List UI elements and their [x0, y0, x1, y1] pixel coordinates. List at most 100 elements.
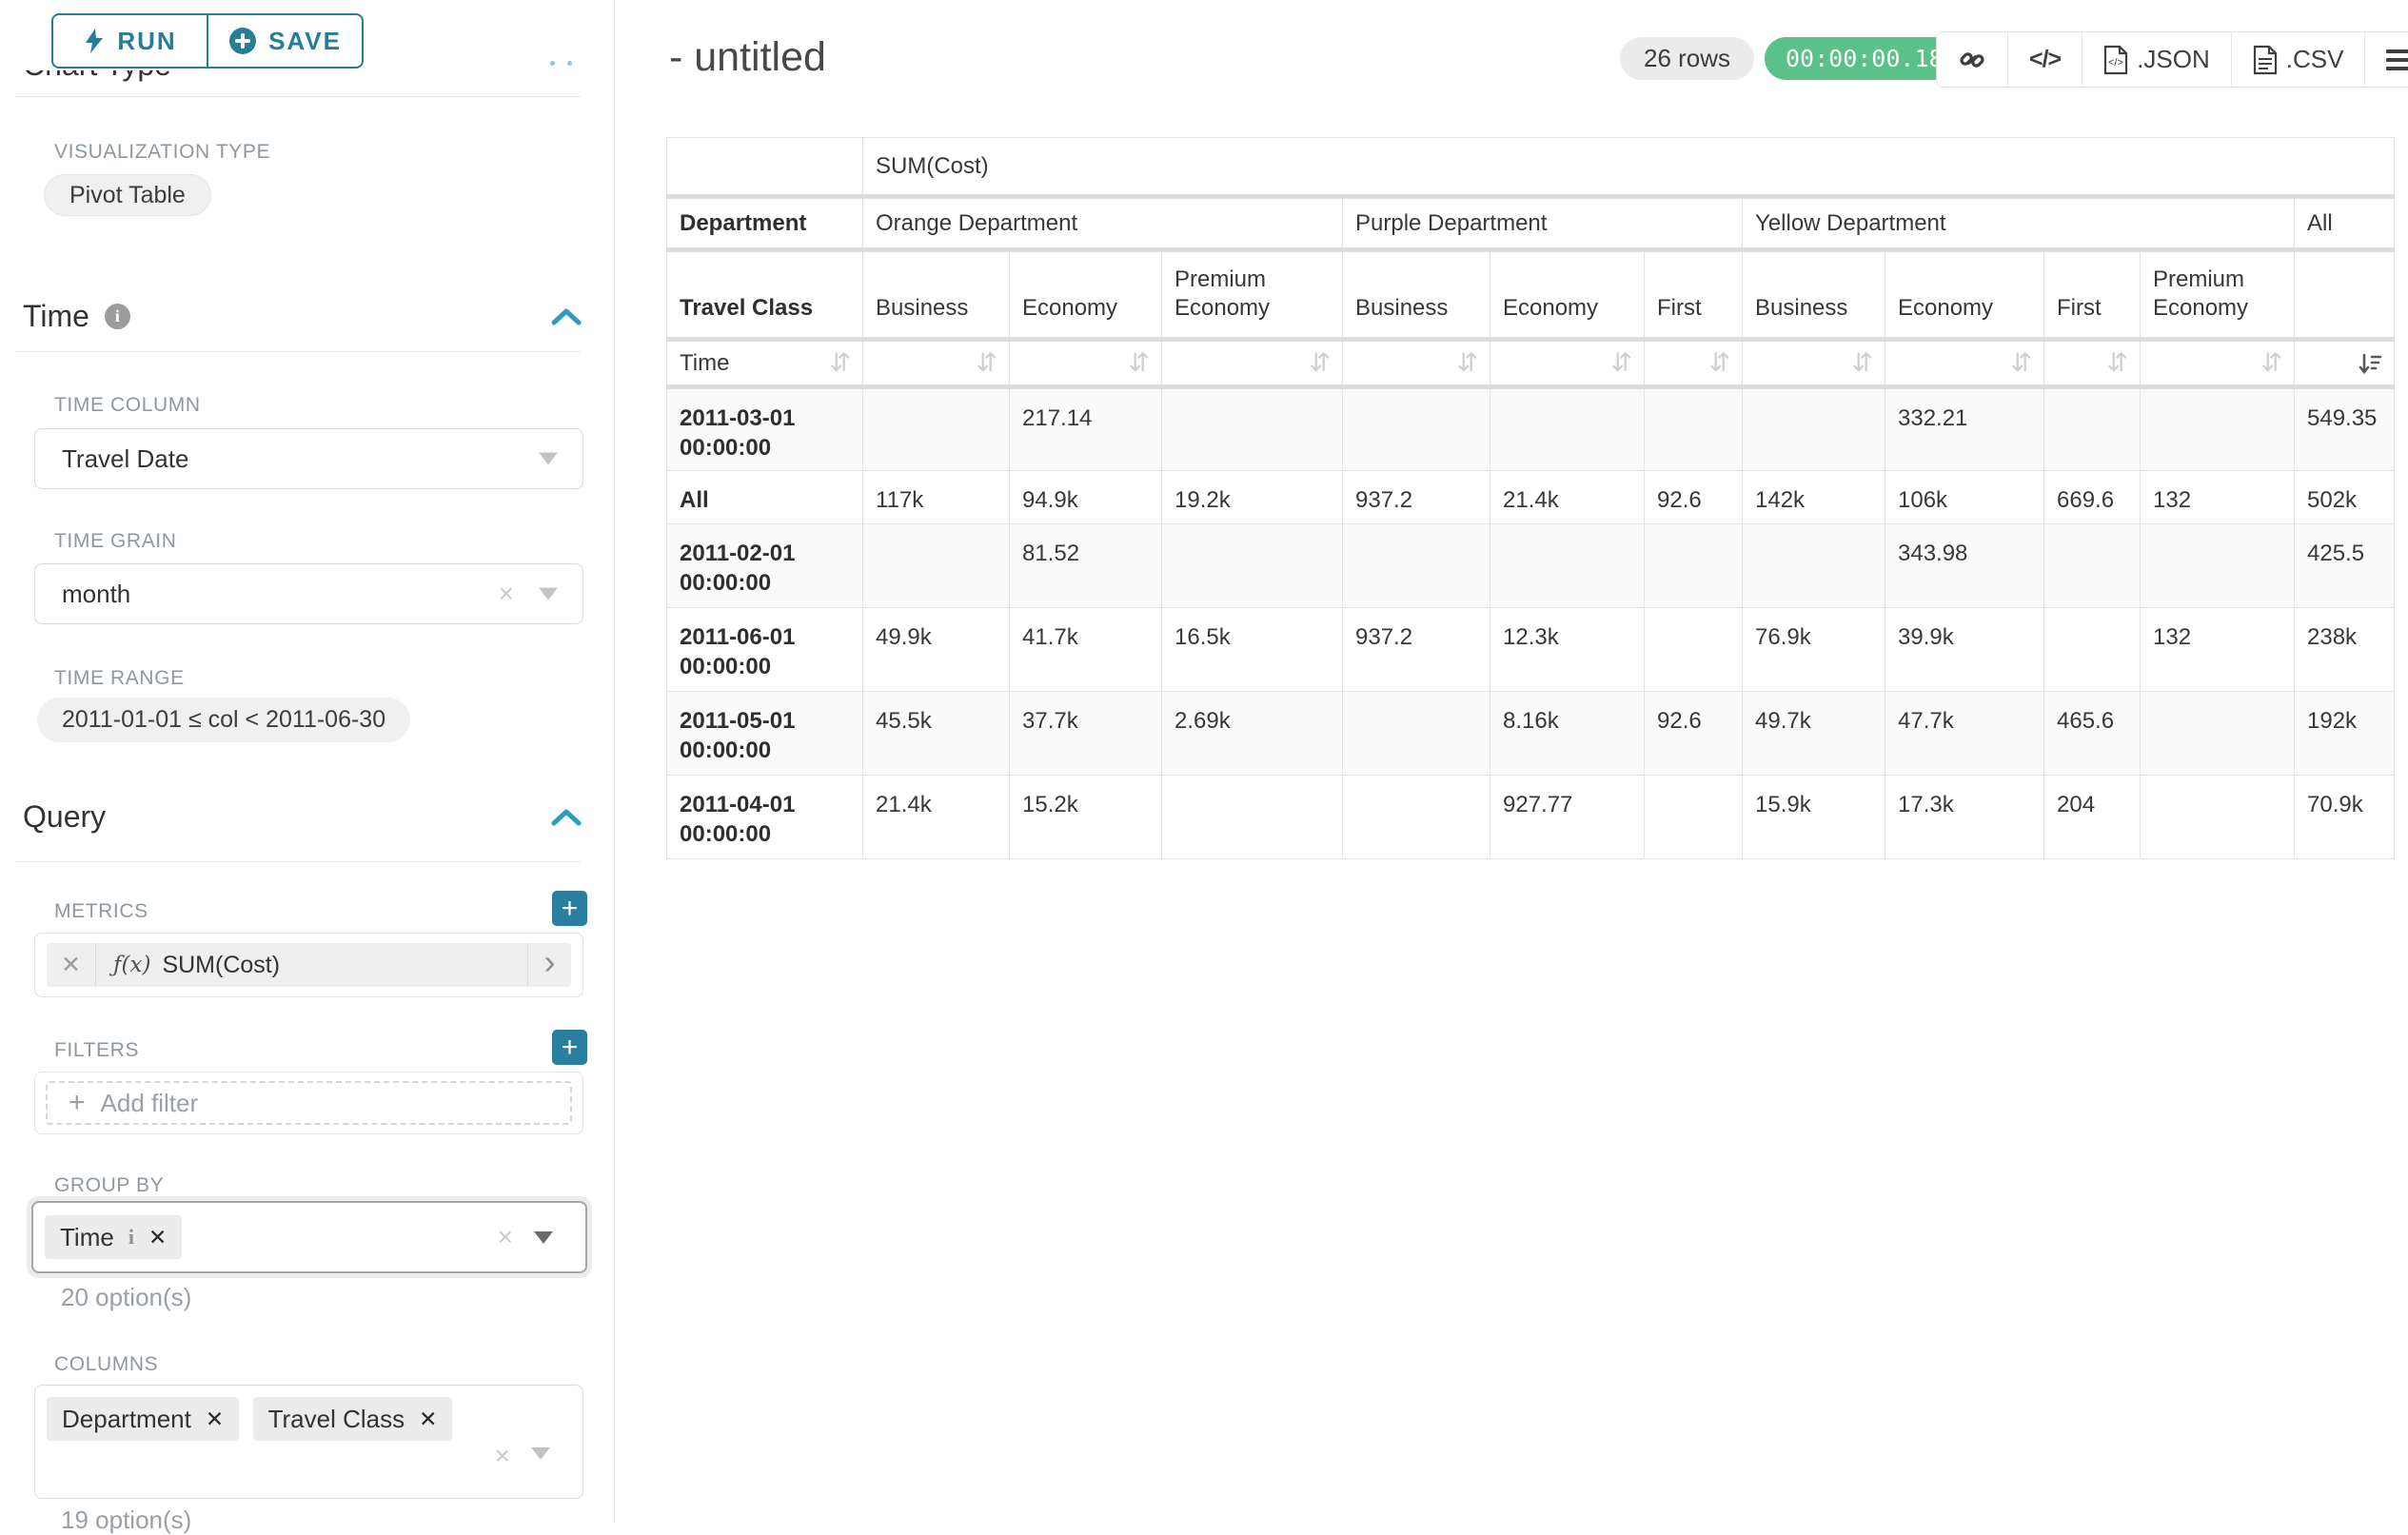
metric-chip[interactable]: ✕ ƒ(x) SUM(Cost) › — [47, 943, 571, 987]
pivot-cell — [2141, 524, 2295, 608]
pivot-cell — [1343, 524, 1490, 608]
sort-icon[interactable]: ⇵ — [976, 348, 997, 378]
columns-chip-travel-class[interactable]: Travel Class ✕ — [253, 1397, 453, 1441]
pivot-cell — [1645, 387, 1743, 471]
sort-header[interactable]: ⇵ — [1885, 340, 2044, 387]
divider — [15, 351, 581, 352]
row-count-label: 26 rows — [1644, 44, 1730, 73]
metric-header-cell: SUM(Cost) — [863, 138, 2395, 197]
sort-header[interactable]: ⇵ — [1162, 340, 1343, 387]
sort-header[interactable]: ⇵ — [1645, 340, 1743, 387]
viz-type-pill[interactable]: Pivot Table — [44, 174, 211, 216]
pivot-cell: 425.5 — [2295, 524, 2395, 608]
sort-icon[interactable]: ⇵ — [1851, 348, 1873, 378]
export-json-button[interactable]: </> .JSON — [2082, 32, 2231, 87]
col-header: Business — [1343, 250, 1490, 340]
hamburger-menu-icon — [2386, 49, 2408, 70]
remove-metric-icon[interactable]: ✕ — [47, 943, 96, 987]
remove-chip-icon[interactable]: ✕ — [206, 1407, 224, 1432]
pivot-cell — [1343, 387, 1490, 471]
time-grain-select[interactable]: month × — [34, 563, 583, 624]
department-header-row: Department Orange Department Purple Depa… — [667, 197, 2395, 250]
columns-chip-department[interactable]: Department ✕ — [47, 1397, 239, 1441]
pivot-cell — [1343, 776, 1490, 859]
sort-icon[interactable]: ⇵ — [1456, 348, 1478, 378]
sort-icon[interactable]: ⇵ — [1610, 348, 1632, 378]
collapse-chevron-up-icon[interactable] — [550, 807, 582, 828]
collapse-chevron-up-icon[interactable] — [550, 306, 582, 327]
sort-header[interactable]: ⇵ — [1010, 340, 1162, 387]
add-filter-dropzone[interactable]: + Add filter — [46, 1081, 572, 1125]
chart-title[interactable]: - untitled — [669, 34, 826, 81]
clear-icon[interactable]: × — [499, 579, 514, 609]
sort-header[interactable]: ⇵ — [863, 340, 1010, 387]
sort-header[interactable]: ⇵ — [1490, 340, 1645, 387]
pivot-row-label: 2011-03-01 00:00:00 — [667, 387, 863, 471]
pivot-cell — [2141, 776, 2295, 859]
col-header: Economy — [1490, 250, 1645, 340]
export-csv-button[interactable]: .CSV — [2231, 32, 2365, 87]
pivot-cell: 21.4k — [1490, 471, 1645, 524]
remove-chip-icon[interactable]: ✕ — [148, 1225, 167, 1250]
sort-header-time[interactable]: Time ⇵ — [667, 340, 863, 387]
sort-header[interactable]: ⇵ — [2044, 340, 2141, 387]
panel-drag-dots-icon[interactable] — [550, 61, 572, 66]
sort-header[interactable]: ⇵ — [2141, 340, 2295, 387]
columns-select[interactable]: Department ✕ Travel Class ✕ × — [34, 1385, 583, 1499]
time-column-label: TIME COLUMN — [54, 394, 201, 417]
menu-button[interactable] — [2364, 32, 2408, 87]
svg-text:</>: </> — [2108, 57, 2123, 69]
run-button[interactable]: RUN — [51, 13, 208, 69]
group-header-all: All — [2295, 197, 2395, 250]
add-filter-button[interactable]: + — [552, 1030, 587, 1065]
copy-link-button[interactable] — [1937, 32, 2007, 87]
pivot-cell: 927.77 — [1490, 776, 1645, 859]
pivot-row-label: 2011-05-01 00:00:00 — [667, 692, 863, 776]
remove-chip-icon[interactable]: ✕ — [419, 1407, 437, 1432]
time-column-select[interactable]: Travel Date — [34, 428, 583, 489]
sort-icon[interactable]: ⇵ — [829, 348, 851, 378]
sort-icon[interactable]: ⇵ — [2010, 348, 2032, 378]
sort-icon[interactable]: ⇵ — [2260, 348, 2282, 378]
clear-icon[interactable]: × — [495, 1441, 510, 1471]
chevron-down-icon — [539, 588, 558, 600]
sort-icon[interactable]: ⇵ — [1128, 348, 1150, 378]
pivot-cell: 204 — [2044, 776, 2141, 859]
corner-cell — [667, 138, 863, 197]
add-metric-button[interactable]: + — [552, 891, 587, 926]
metrics-label: METRICS — [54, 900, 148, 923]
view-query-button[interactable]: </> — [2007, 32, 2082, 87]
pivot-cell — [1645, 776, 1743, 859]
sort-icon[interactable]: ⇵ — [1309, 348, 1331, 378]
time-column-value: Travel Date — [62, 444, 188, 474]
pivot-cell: 15.9k — [1743, 776, 1885, 859]
export-toolbar: </> </> .JSON .CSV — [1936, 31, 2408, 88]
sort-icon[interactable]: ⇵ — [1708, 348, 1730, 378]
chevron-right-icon[interactable]: › — [527, 943, 571, 987]
pivot-cell: 192k — [2295, 692, 2395, 776]
pivot-cell: 92.6 — [1645, 692, 1743, 776]
group-by-select[interactable]: Time i ✕ × — [31, 1201, 587, 1273]
pivot-cell: 19.2k — [1162, 471, 1343, 524]
chevron-down-icon[interactable] — [531, 1447, 550, 1460]
group-by-chip[interactable]: Time i ✕ — [45, 1215, 182, 1259]
pivot-cell: 142k — [1743, 471, 1885, 524]
clear-icon[interactable]: × — [498, 1222, 513, 1252]
sort-header-all-active[interactable] — [2295, 340, 2395, 387]
time-section-header: Time i — [23, 299, 130, 334]
pivot-row: 2011-05-01 00:00:0045.5k37.7k2.69k8.16k9… — [667, 692, 2395, 776]
save-button[interactable]: SAVE — [207, 13, 364, 69]
travel-class-header-row: Travel Class Business Economy Premium Ec… — [667, 250, 2395, 340]
chevron-down-icon[interactable] — [534, 1231, 553, 1244]
pivot-cell: 49.9k — [863, 608, 1010, 692]
time-section-title: Time — [23, 299, 89, 334]
sort-header[interactable]: ⇵ — [1743, 340, 1885, 387]
sort-icon[interactable]: ⇵ — [2106, 348, 2128, 378]
pivot-cell: 16.5k — [1162, 608, 1343, 692]
metric-chip-label: SUM(Cost) — [162, 952, 527, 979]
sort-header[interactable]: ⇵ — [1343, 340, 1490, 387]
group-header-yellow: Yellow Department — [1743, 197, 2295, 250]
pivot-cell: 343.98 — [1885, 524, 2044, 608]
time-range-pill[interactable]: 2011-01-01 ≤ col < 2011-06-30 — [37, 698, 410, 742]
file-text-icon — [2253, 45, 2278, 75]
